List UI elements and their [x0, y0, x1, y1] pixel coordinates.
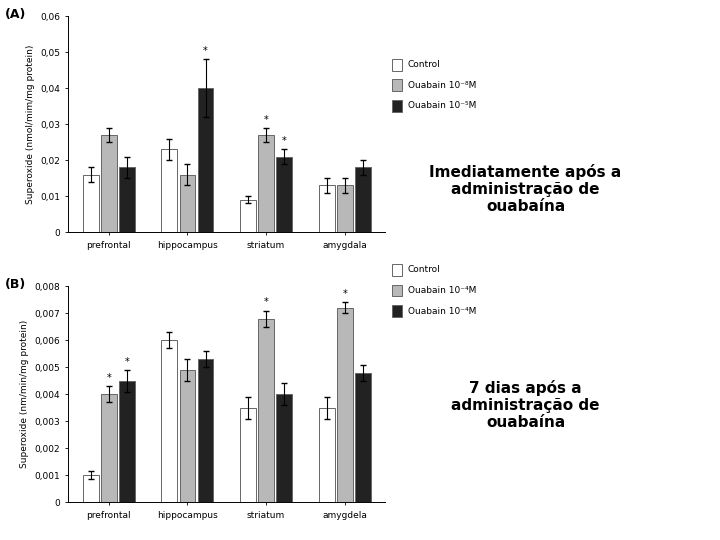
Text: Ouabain 10⁻⁵M: Ouabain 10⁻⁵M — [408, 102, 476, 110]
Bar — [258, 319, 274, 502]
Bar — [355, 167, 371, 232]
Bar — [161, 150, 177, 232]
Text: *: * — [125, 356, 130, 367]
Text: Ouabain 10⁻⁴M: Ouabain 10⁻⁴M — [408, 307, 476, 315]
Text: *: * — [343, 289, 347, 299]
Text: *: * — [264, 114, 269, 125]
Text: *: * — [264, 297, 269, 307]
Text: *: * — [203, 46, 208, 56]
Bar — [83, 475, 99, 502]
Bar — [276, 157, 292, 232]
Bar — [101, 135, 117, 232]
Bar — [240, 200, 256, 232]
Bar — [119, 381, 135, 502]
Y-axis label: Superoxide (nm/min/mg protein): Superoxide (nm/min/mg protein) — [19, 320, 29, 468]
Text: *: * — [282, 136, 287, 146]
Text: Ouabain 10⁻⁸M: Ouabain 10⁻⁸M — [408, 81, 476, 90]
Text: Control: Control — [408, 60, 440, 69]
Bar — [355, 373, 371, 502]
Bar — [337, 185, 353, 232]
Text: (A): (A) — [5, 8, 27, 21]
Text: Control: Control — [408, 266, 440, 274]
Bar — [179, 174, 195, 232]
Bar — [276, 394, 292, 502]
Bar — [337, 308, 353, 502]
Bar — [319, 408, 335, 502]
Bar — [179, 370, 195, 502]
Bar — [198, 359, 213, 502]
Bar — [240, 408, 256, 502]
Bar — [258, 135, 274, 232]
Text: Imediatamente após a
administração de
ouabaína: Imediatamente após a administração de ou… — [429, 164, 622, 214]
Text: *: * — [107, 373, 111, 383]
Bar — [198, 88, 213, 232]
Bar — [83, 174, 99, 232]
Text: Ouabain 10⁻⁴M: Ouabain 10⁻⁴M — [408, 286, 476, 295]
Bar — [161, 340, 177, 502]
Bar — [319, 185, 335, 232]
Y-axis label: Superoxide (nmol/mim/mg protein): Superoxide (nmol/mim/mg protein) — [25, 44, 35, 204]
Text: 7 dias após a
administração de
ouabaína: 7 dias após a administração de ouabaína — [451, 380, 600, 430]
Bar — [101, 394, 117, 502]
Text: (B): (B) — [5, 278, 27, 291]
Bar — [119, 167, 135, 232]
